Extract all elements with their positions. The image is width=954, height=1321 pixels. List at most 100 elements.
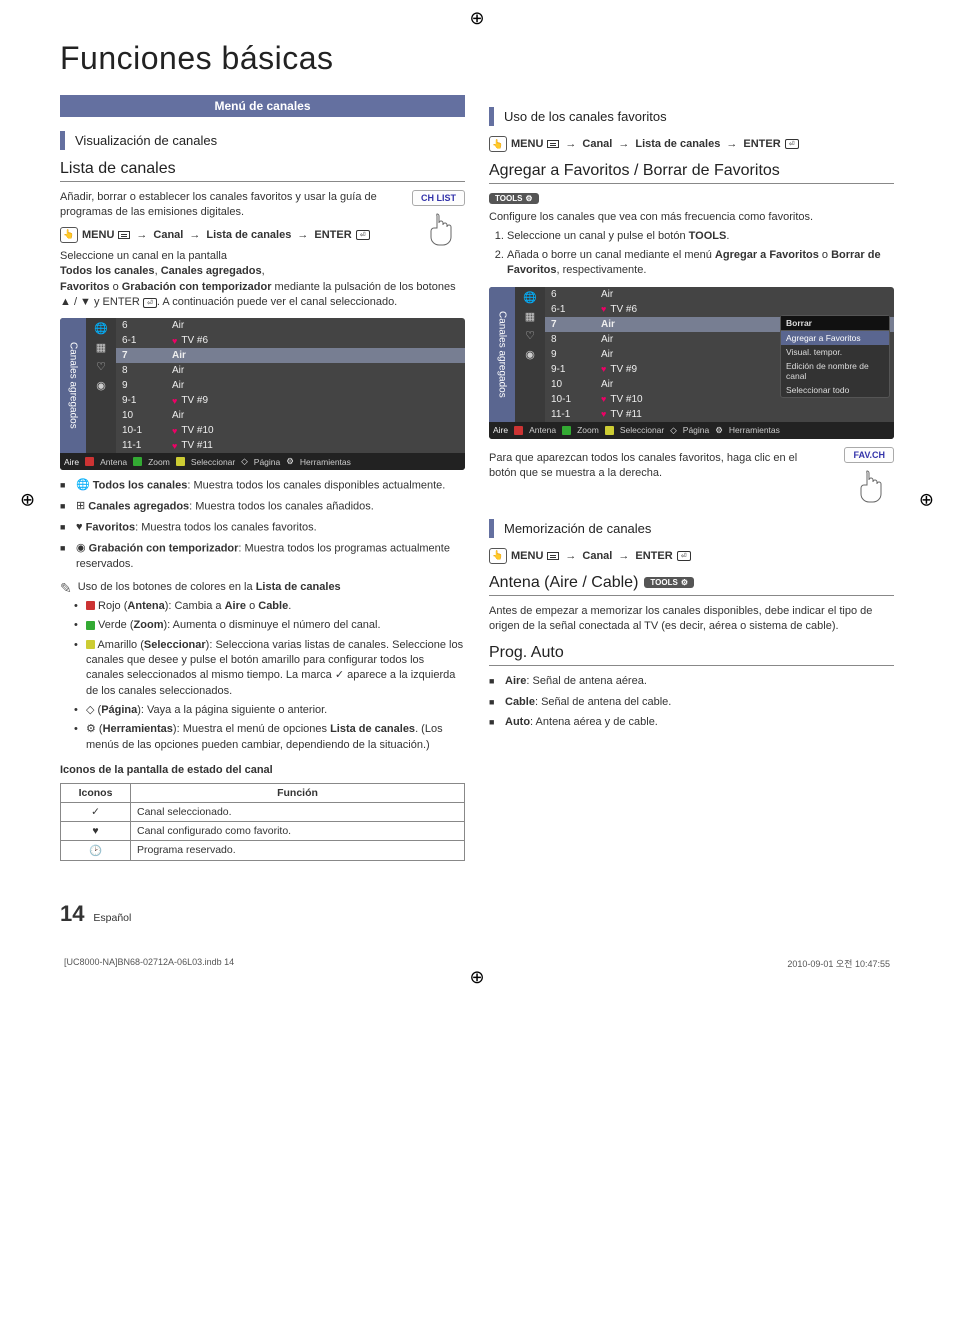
globe-icon: 🌐 xyxy=(94,322,108,335)
section-memorizacion: Memorización de canales xyxy=(489,519,894,538)
print-date: 2010-09-01 오전 10:47:55 xyxy=(787,957,890,970)
right-column: Uso de los canales favoritos 👆 MENU → Ca… xyxy=(489,95,894,861)
popup-item[interactable]: Visual. tempor. xyxy=(781,345,889,359)
step-item: Añada o borre un canal mediante el menú … xyxy=(507,248,894,279)
enter-icon: ⏎ xyxy=(785,139,799,149)
grid-icon: ▦ xyxy=(96,341,106,354)
panel-side-label: Canales agregados xyxy=(60,318,86,453)
hand-icon xyxy=(419,208,459,248)
popup-item[interactable]: Edición de nombre de canal xyxy=(781,359,889,383)
channel-row[interactable]: 9-1♥ TV #9 xyxy=(116,393,465,408)
antena-text: Antes de empezar a memorizar los canales… xyxy=(489,604,894,635)
print-file: [UC8000-NA]BN68-02712A-06L03.indb 14 xyxy=(64,957,234,970)
step-item: Seleccione un canal y pulse el botón TOO… xyxy=(507,229,894,244)
enter-icon: ⏎ xyxy=(356,230,370,240)
popup-head: Borrar xyxy=(781,316,889,331)
channel-row[interactable]: 6 Air xyxy=(545,287,894,302)
th-iconos: Iconos xyxy=(61,783,131,802)
page-lang: Español xyxy=(93,912,131,924)
subtitle-prog-auto: Prog. Auto xyxy=(489,644,894,666)
remote-icon: 👆 xyxy=(60,227,78,243)
panel-category-icons: 🌐 ▦ ♡ ◉ xyxy=(515,287,545,422)
remote-icon: 👆 xyxy=(489,548,507,564)
grid-icon: ▦ xyxy=(525,310,535,323)
channel-row[interactable]: 10-1♥ TV #10 xyxy=(116,423,465,438)
intro-text: Añadir, borrar o establecer los canales … xyxy=(60,190,465,221)
page-number: 14 xyxy=(60,901,84,927)
menu-path-3: 👆 MENU → Canal → ENTER ⏎ xyxy=(489,548,894,564)
category-bullet: ♥ Favoritos: Muestra todos los canales f… xyxy=(60,520,465,536)
panel-category-icons: 🌐 ▦ ♡ ◉ xyxy=(86,318,116,453)
channel-row[interactable]: 11-1♥ TV #11 xyxy=(545,407,894,422)
channel-row[interactable]: 6-1♥ TV #6 xyxy=(116,333,465,348)
left-column: Menú de canales Visualización de canales… xyxy=(60,95,465,861)
section-favoritos: Uso de los canales favoritos xyxy=(489,107,894,126)
color-note: Amarillo (Seleccionar): Selecciona varia… xyxy=(74,638,465,700)
table-row: ♥Canal configurado como favorito. xyxy=(61,821,465,840)
context-popup: BorrarAgregar a FavoritosVisual. tempor.… xyxy=(780,315,890,398)
icons-table-title: Iconos de la pantalla de estado del cana… xyxy=(60,764,273,776)
category-bullets: 🌐 Todos los canales: Muestra todos los c… xyxy=(60,478,465,572)
globe-icon: 🌐 xyxy=(523,291,537,304)
color-note: Rojo (Antena): Cambia a Aire o Cable. xyxy=(74,599,465,614)
table-row: ✓Canal seleccionado. xyxy=(61,802,465,821)
category-bullet: ◉ Grabación con temporizador: Muestra to… xyxy=(60,541,465,572)
panel-footer: AireAntenaZoomSeleccionar◇Página⚙Herrami… xyxy=(60,453,465,470)
subtitle-agregar-favoritos: Agregar a Favoritos / Borrar de Favorito… xyxy=(489,162,894,184)
select-chan-text: Seleccione un canal en la pantalla Todos… xyxy=(60,249,465,311)
record-icon: ◉ xyxy=(96,379,106,392)
menu-icon xyxy=(118,231,130,239)
color-buttons-note: ✎ Uso de los botones de colores en la Li… xyxy=(60,581,465,595)
prog-auto-list: Aire: Señal de antena aérea.Cable: Señal… xyxy=(489,674,894,730)
remote-icon: 👆 xyxy=(489,136,507,152)
channel-row[interactable]: 9 Air xyxy=(116,378,465,393)
popup-item[interactable]: Agregar a Favoritos xyxy=(781,331,889,345)
color-button-list: Rojo (Antena): Cambia a Aire o Cable. Ve… xyxy=(74,599,465,754)
menu-path-1: 👆 MENU → Canal → Lista de canales → ENTE… xyxy=(60,227,404,243)
enter-icon: ⏎ xyxy=(677,551,691,561)
menu-icon xyxy=(547,140,559,148)
prog-item: Cable: Señal de antena del cable. xyxy=(489,695,894,710)
registration-mark-right: ⊕ xyxy=(919,489,934,510)
category-bullet: ⊞ Canales agregados: Muestra todos los c… xyxy=(60,499,465,515)
page-footer: 14 Español xyxy=(60,901,894,927)
channel-panel-left: Canales agregados 🌐 ▦ ♡ ◉ 6 Air6-1♥ TV #… xyxy=(60,318,465,470)
color-note: Verde (Zoom): Aumenta o disminuye el núm… xyxy=(74,618,465,633)
favch-button-graphic: FAV.CH xyxy=(844,447,894,505)
category-bullet: 🌐 Todos los canales: Muestra todos los c… xyxy=(60,478,465,494)
prog-item: Auto: Antena aérea y de cable. xyxy=(489,715,894,730)
popup-item[interactable]: Seleccionar todo xyxy=(781,383,889,397)
icons-table: Iconos Función ✓Canal seleccionado.♥Cana… xyxy=(60,783,465,861)
record-icon: ◉ xyxy=(525,348,535,361)
color-note: ◇ (Página): Vaya a la página siguiente o… xyxy=(74,703,465,718)
chlist-button-graphic: CH LIST xyxy=(412,190,465,248)
registration-mark-bottom: ⊕ xyxy=(469,967,484,988)
registration-mark-left: ⊕ xyxy=(20,489,35,510)
page-title: Funciones básicas xyxy=(60,40,894,77)
registration-mark-top: ⊕ xyxy=(469,8,484,29)
heart-icon: ♡ xyxy=(96,360,106,373)
chlist-label[interactable]: CH LIST xyxy=(412,190,465,206)
panel-footer: AireAntenaZoomSeleccionar◇Página⚙Herrami… xyxy=(489,422,894,439)
channel-row[interactable]: 11-1♥ TV #11 xyxy=(116,438,465,453)
channel-row[interactable]: 8 Air xyxy=(116,363,465,378)
note-icon: ✎ xyxy=(60,581,72,595)
fav-steps: Seleccione un canal y pulse el botón TOO… xyxy=(507,229,894,278)
color-note: ⚙ (Herramientas): Muestra el menú de opc… xyxy=(74,722,465,753)
tools-badge: TOOLS ⚙ xyxy=(644,577,694,588)
favch-label[interactable]: FAV.CH xyxy=(844,447,894,463)
table-row: 🕑Programa reservado. xyxy=(61,840,465,860)
channel-panel-right: Canales agregados 🌐 ▦ ♡ ◉ 6 Air6-1♥ TV #… xyxy=(489,287,894,439)
section-visualizacion: Visualización de canales xyxy=(60,131,465,150)
fav-button-text: Para que aparezcan todos los canales fav… xyxy=(489,451,826,482)
subtitle-lista-canales: Lista de canales xyxy=(60,160,465,182)
enter-icon: ⏎ xyxy=(143,298,157,308)
tools-badge: TOOLS ⚙ xyxy=(489,193,539,204)
panel-side-label: Canales agregados xyxy=(489,287,515,422)
banner-menu-canales: Menú de canales xyxy=(60,95,465,117)
subtitle-antena: Antena (Aire / Cable) TOOLS ⚙ xyxy=(489,574,894,596)
heart-icon: ♡ xyxy=(525,329,535,342)
channel-row[interactable]: 7 Air xyxy=(116,348,465,363)
channel-row[interactable]: 6 Air xyxy=(116,318,465,333)
channel-row[interactable]: 10 Air xyxy=(116,408,465,423)
